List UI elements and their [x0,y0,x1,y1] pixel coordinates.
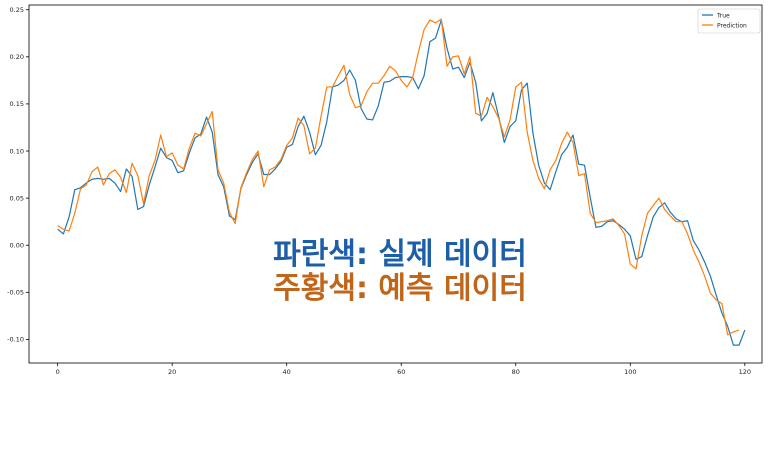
legend: True Prediction [697,8,761,34]
y-tick-label: 0.25 [10,6,24,14]
x-tick-label: 20 [168,368,176,376]
overlay-blue-caption: 파란색: 실제 데이터 [273,237,527,272]
x-tick-label: 0 [56,368,60,376]
series-line-true [57,19,746,346]
y-tick-label: -0.10 [7,336,24,344]
y-tick-label: 0.05 [10,194,24,202]
x-tick-label: 40 [283,368,291,376]
legend-label-prediction: Prediction [717,23,747,30]
legend-box [697,8,761,34]
series-line-prediction [57,18,740,336]
x-axis: 0 20 40 60 80 100 120 [56,363,751,376]
y-tick-label: 0.10 [10,147,24,155]
plot-frame [28,4,763,364]
plot-series [57,18,746,346]
x-tick-label: 60 [397,368,405,376]
overlay-orange-caption: 주황색: 예측 데이터 [273,271,527,306]
x-tick-label: 100 [624,368,636,376]
y-tick-label: 0.15 [10,100,24,108]
x-tick-label: 120 [739,368,751,376]
legend-label-true: True [716,13,730,20]
y-tick-label: 0.00 [10,242,24,250]
y-tick-label: 0.20 [10,53,24,61]
x-tick-label: 80 [512,368,520,376]
y-tick-label: -0.05 [7,289,24,297]
y-axis: 0.25 0.20 0.15 0.10 0.05 0.00 -0.05 -0.10 [7,6,29,344]
